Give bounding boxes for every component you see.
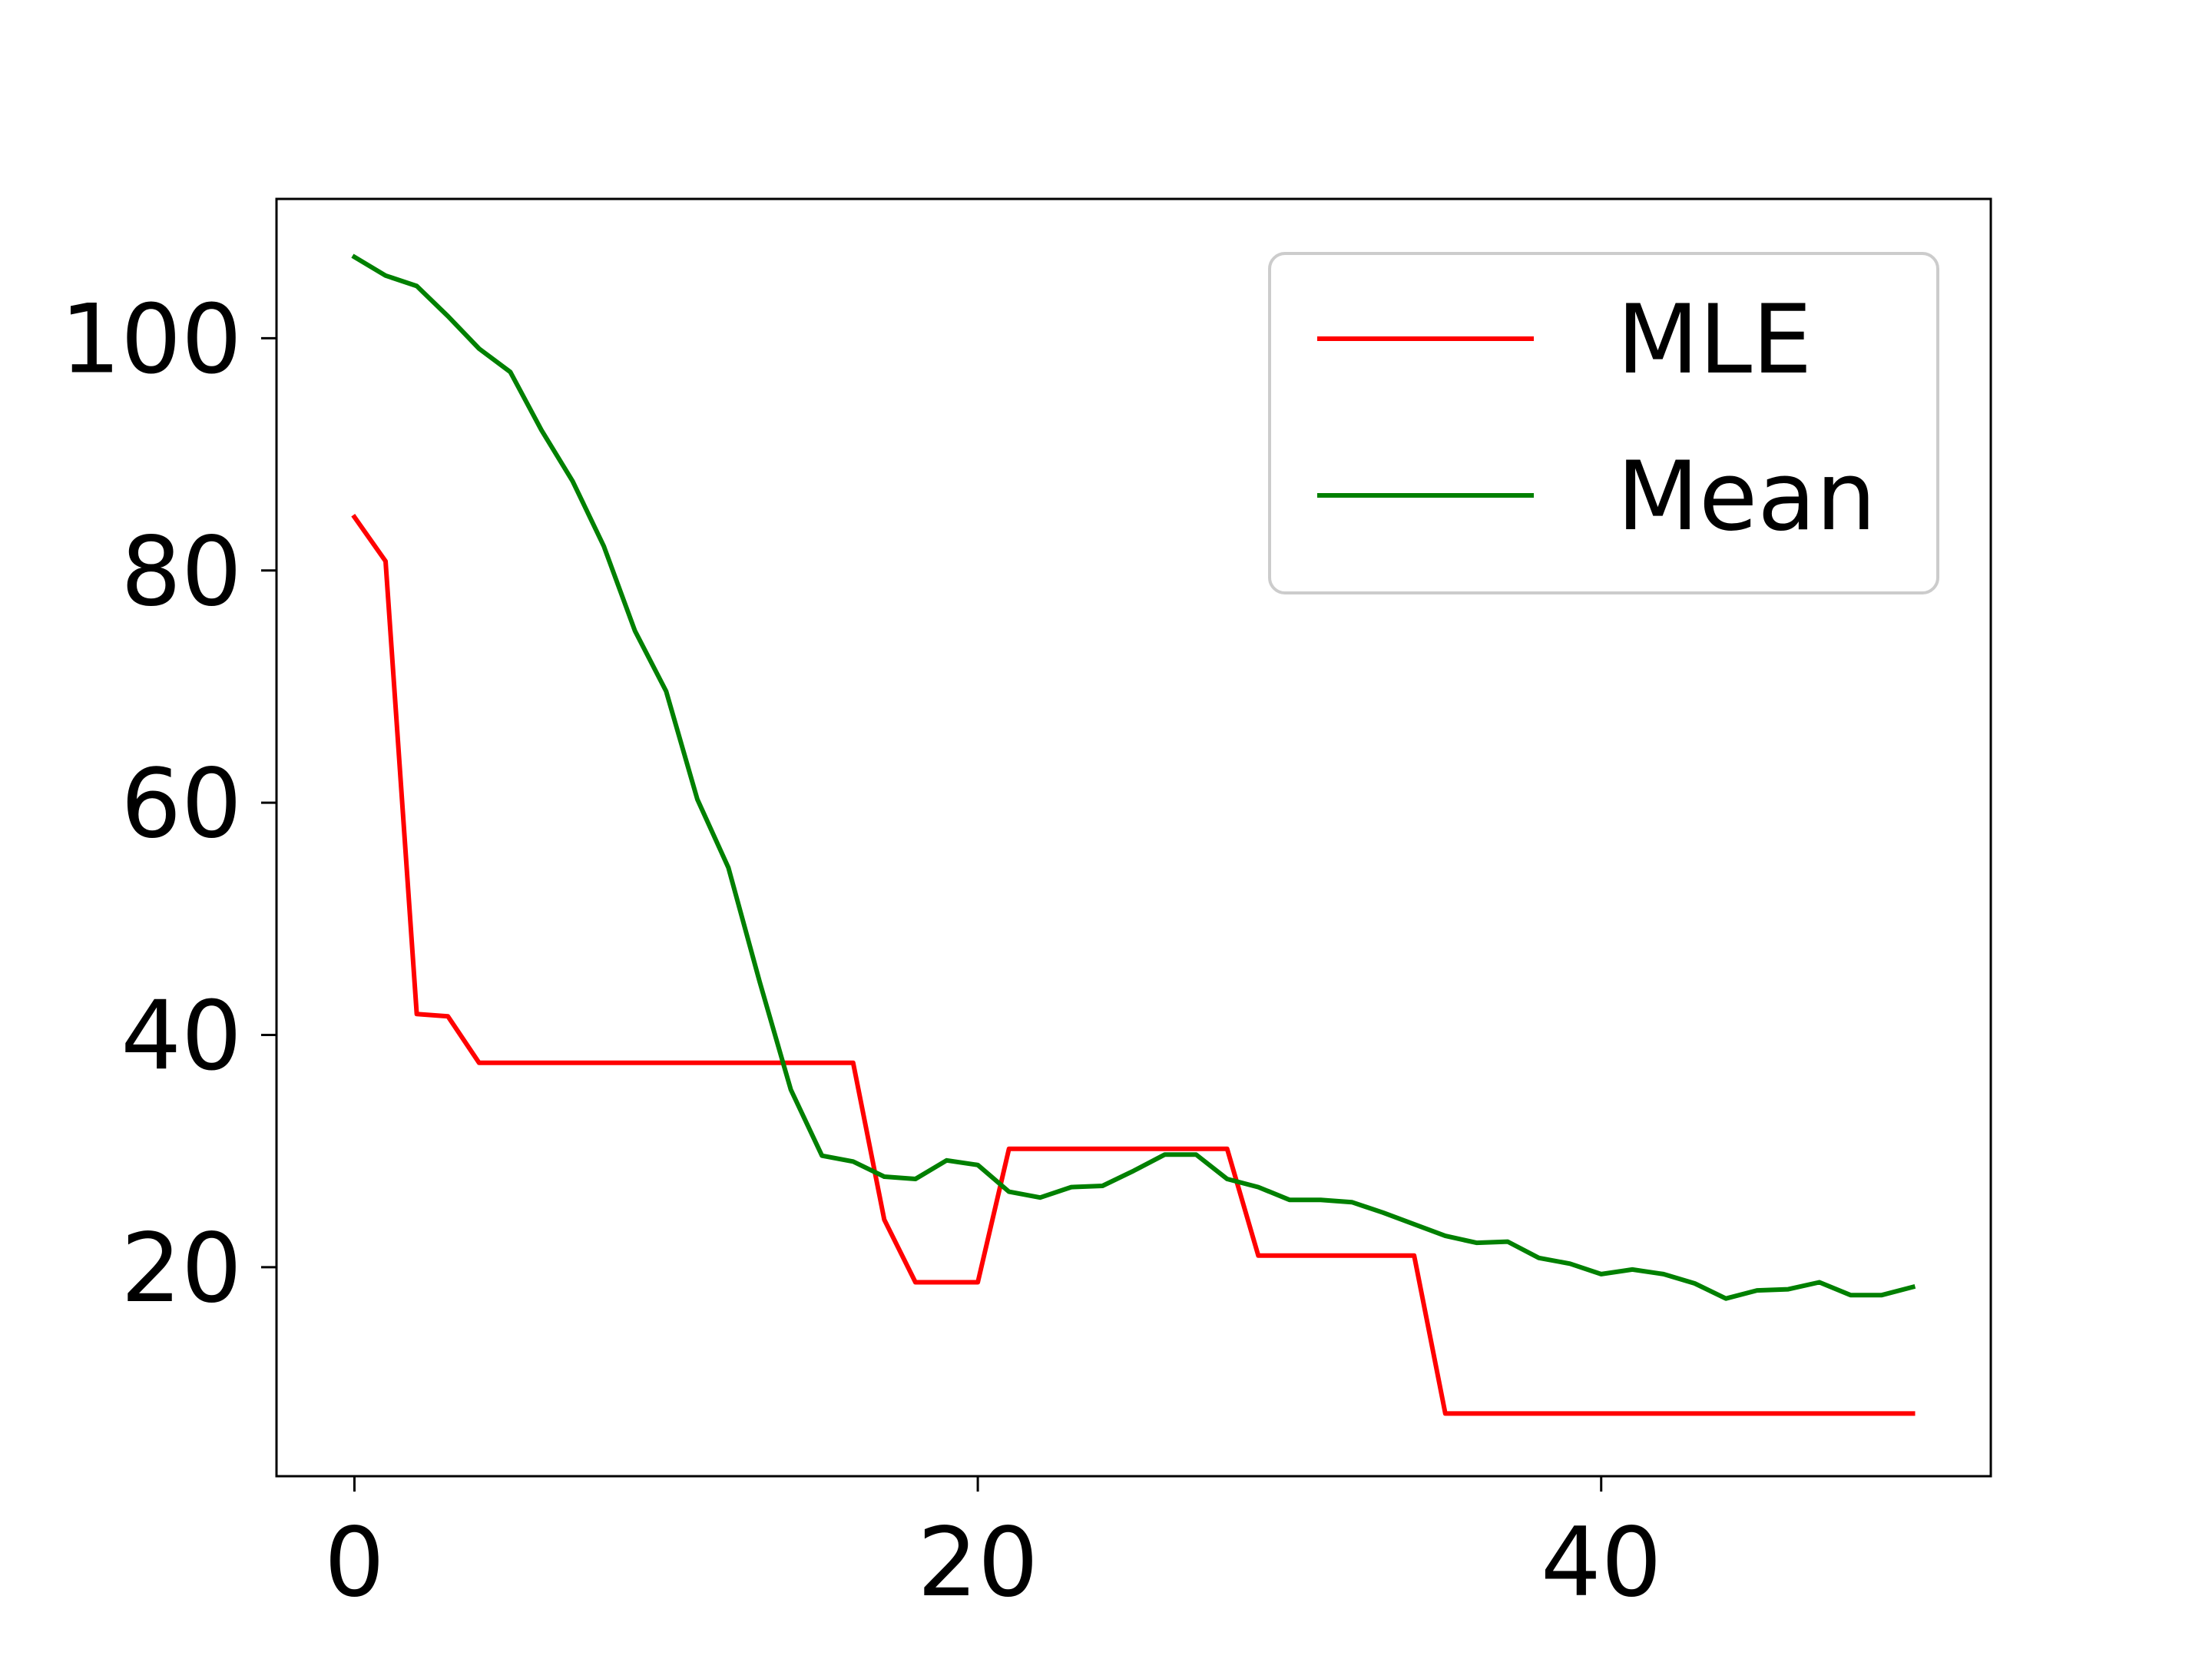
y-tick-label: 60 xyxy=(121,749,242,859)
y-tick-label: 40 xyxy=(121,982,242,1092)
y-tick-label: 20 xyxy=(121,1214,242,1324)
legend: MLE Mean xyxy=(1268,252,1939,594)
x-tick-label: 0 xyxy=(324,1508,385,1618)
series-line-mean xyxy=(351,253,1916,1301)
y-tick-label: 80 xyxy=(121,517,242,628)
y-tick-label: 100 xyxy=(60,284,242,395)
x-tick-label: 40 xyxy=(1541,1508,1662,1618)
legend-label-mle: MLE xyxy=(1617,285,1812,396)
series-lines xyxy=(351,253,1916,1416)
axis-ticks: 0 20 40 20 40 60 80 100 xyxy=(60,284,1661,1618)
x-tick-label: 20 xyxy=(917,1508,1038,1618)
series-line-mle xyxy=(351,514,1916,1416)
legend-label-mean: Mean xyxy=(1617,442,1876,552)
plot-frame xyxy=(275,197,1992,1478)
